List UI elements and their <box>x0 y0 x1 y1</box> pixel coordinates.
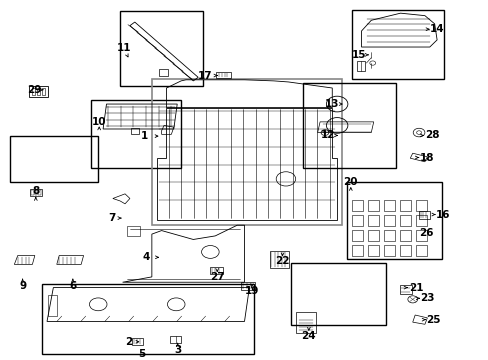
Bar <box>303 83 395 168</box>
Bar <box>31 190 34 195</box>
Text: 20: 20 <box>343 177 357 188</box>
Bar <box>291 263 385 325</box>
Text: 2: 2 <box>124 337 132 347</box>
Bar <box>399 245 410 256</box>
Text: 27: 27 <box>209 272 224 282</box>
Bar <box>399 200 410 211</box>
Text: 21: 21 <box>408 283 423 293</box>
Bar <box>415 245 426 256</box>
Bar <box>131 128 139 134</box>
Text: 10: 10 <box>92 117 106 127</box>
Text: 15: 15 <box>351 50 366 60</box>
Bar <box>38 190 41 195</box>
Bar <box>37 88 40 95</box>
Text: 25: 25 <box>426 315 440 325</box>
Bar <box>47 295 57 316</box>
Bar <box>159 69 167 76</box>
Text: 22: 22 <box>275 256 289 266</box>
Bar <box>269 251 289 268</box>
Text: 14: 14 <box>429 24 444 34</box>
Text: 17: 17 <box>198 71 212 81</box>
Circle shape <box>324 132 325 133</box>
Text: 9: 9 <box>19 281 26 291</box>
Text: 3: 3 <box>174 345 181 355</box>
Bar <box>399 215 410 226</box>
Bar <box>415 215 426 226</box>
Text: 16: 16 <box>435 210 450 220</box>
Bar <box>351 245 362 256</box>
Text: 5: 5 <box>138 348 145 359</box>
Bar <box>91 100 181 168</box>
Bar <box>415 200 426 211</box>
Text: 8: 8 <box>32 186 40 196</box>
Bar <box>367 230 378 240</box>
Bar <box>35 190 37 195</box>
Bar <box>216 72 230 78</box>
Bar <box>152 79 341 225</box>
Text: 6: 6 <box>69 281 76 291</box>
Bar <box>383 215 394 226</box>
Text: 29: 29 <box>27 85 41 95</box>
Bar <box>240 282 255 290</box>
Bar <box>120 12 203 86</box>
Bar <box>399 285 411 294</box>
Bar <box>42 284 254 354</box>
Bar <box>383 245 394 256</box>
Bar <box>367 245 378 256</box>
Bar <box>351 200 362 211</box>
Bar <box>29 86 48 97</box>
Bar <box>399 230 410 240</box>
Text: 7: 7 <box>108 213 115 223</box>
Text: 26: 26 <box>418 228 433 238</box>
Text: 4: 4 <box>142 252 149 262</box>
Text: 18: 18 <box>419 153 434 162</box>
Bar <box>383 230 394 240</box>
Text: 24: 24 <box>301 331 316 341</box>
Bar <box>170 336 181 343</box>
Text: 23: 23 <box>420 293 434 303</box>
Bar <box>418 211 429 219</box>
Bar <box>10 136 98 183</box>
Bar <box>367 215 378 226</box>
Bar <box>346 183 441 259</box>
Bar <box>30 189 42 196</box>
Text: 11: 11 <box>116 43 131 53</box>
Bar <box>383 200 394 211</box>
Text: 28: 28 <box>424 130 439 140</box>
Bar <box>41 88 45 95</box>
Bar <box>32 88 35 95</box>
Bar <box>295 312 316 333</box>
Bar <box>367 200 378 211</box>
Bar <box>351 215 362 226</box>
Bar <box>351 10 444 79</box>
Bar <box>351 230 362 240</box>
Bar <box>210 267 222 274</box>
Text: 19: 19 <box>244 286 259 296</box>
Bar <box>132 338 143 345</box>
Bar <box>356 61 365 71</box>
Text: 1: 1 <box>141 131 148 141</box>
Text: 13: 13 <box>325 99 339 109</box>
Bar <box>415 230 426 240</box>
Text: 12: 12 <box>321 130 335 140</box>
